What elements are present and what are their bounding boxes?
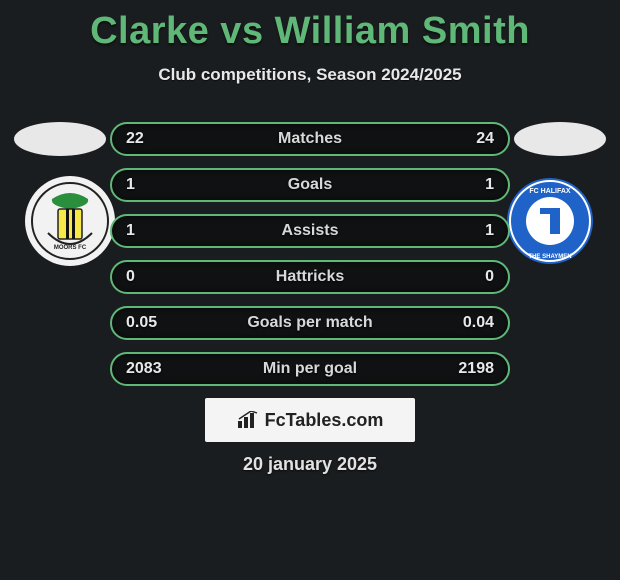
solihull-moors-icon: MOORS FC xyxy=(30,181,110,261)
stat-label: Matches xyxy=(278,130,342,148)
player-silhouette-left xyxy=(14,122,106,156)
crest-bg: MOORS FC xyxy=(25,176,115,266)
stat-left-value: 0.05 xyxy=(126,314,176,332)
stat-label: Goals xyxy=(288,176,332,194)
stat-label: Hattricks xyxy=(276,268,344,286)
player-silhouette-right xyxy=(514,122,606,156)
stat-row: 0 Hattricks 0 xyxy=(110,260,510,294)
stat-row: 22 Matches 24 xyxy=(110,122,510,156)
stat-left-value: 2083 xyxy=(126,360,176,378)
chart-icon xyxy=(237,411,259,429)
stat-label: Goals per match xyxy=(247,314,372,332)
page-title: Clarke vs William Smith xyxy=(0,0,620,53)
stat-left-value: 1 xyxy=(126,176,176,194)
stat-right-value: 1 xyxy=(444,176,494,194)
stat-label: Assists xyxy=(282,222,339,240)
stat-label: Min per goal xyxy=(263,360,357,378)
stat-left-value: 1 xyxy=(126,222,176,240)
svg-text:FC HALIFAX: FC HALIFAX xyxy=(529,188,571,195)
source-label: FcTables.com xyxy=(265,410,384,431)
source-badge: FcTables.com xyxy=(205,398,415,442)
stat-row: 1 Assists 1 xyxy=(110,214,510,248)
club-crest-right: FC HALIFAX THE SHAYMEN xyxy=(505,176,595,266)
stat-right-value: 0.04 xyxy=(444,314,494,332)
stats-container: 22 Matches 24 1 Goals 1 1 Assists 1 0 Hattricks 0 0.… xyxy=(110,122,510,398)
snapshot-date: 20 january 2025 xyxy=(0,454,620,475)
stat-right-value: 1 xyxy=(444,222,494,240)
subtitle: Club competitions, Season 2024/2025 xyxy=(0,65,620,85)
svg-text:THE SHAYMEN: THE SHAYMEN xyxy=(528,254,571,260)
stat-row: 0.05 Goals per match 0.04 xyxy=(110,306,510,340)
stat-row: 1 Goals 1 xyxy=(110,168,510,202)
stat-right-value: 24 xyxy=(444,130,494,148)
stat-right-value: 0 xyxy=(444,268,494,286)
stat-right-value: 2198 xyxy=(444,360,494,378)
fc-halifax-town-icon: FC HALIFAX THE SHAYMEN xyxy=(505,176,595,266)
svg-text:MOORS FC: MOORS FC xyxy=(54,245,87,251)
stat-left-value: 0 xyxy=(126,268,176,286)
stat-row: 2083 Min per goal 2198 xyxy=(110,352,510,386)
club-crest-left: MOORS FC xyxy=(25,176,115,266)
stat-left-value: 22 xyxy=(126,130,176,148)
